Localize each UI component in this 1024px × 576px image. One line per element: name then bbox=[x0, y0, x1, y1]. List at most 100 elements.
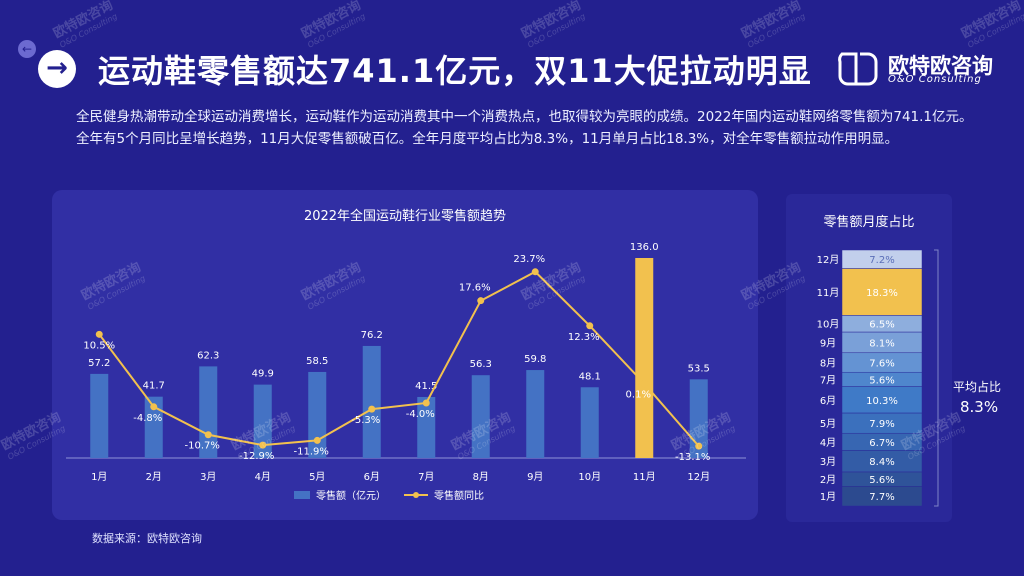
share-month-label: 6月 bbox=[820, 395, 836, 407]
bar-label: 48.1 bbox=[579, 371, 601, 382]
bar-4月 bbox=[253, 384, 272, 458]
bar-label: 58.5 bbox=[306, 356, 328, 367]
bar-11月 bbox=[635, 258, 654, 458]
x-tick-label: 7月 bbox=[418, 471, 434, 483]
legend-bar-swatch bbox=[294, 491, 310, 499]
bar-label: 76.2 bbox=[361, 330, 383, 341]
average-share-value: 8.3% bbox=[960, 398, 999, 416]
share-segment-label: 7.2% bbox=[869, 255, 894, 266]
yoy-label: -5.3% bbox=[351, 415, 380, 426]
share-segment-label: 8.4% bbox=[869, 457, 894, 468]
summary-text: 全民健身热潮带动全球运动消费增长，运动鞋作为运动消费其中一个消费热点，也取得较为… bbox=[76, 109, 973, 147]
yoy-point bbox=[422, 399, 430, 407]
yoy-point bbox=[640, 380, 648, 388]
logo-text-en: O&O Consulting bbox=[888, 74, 982, 85]
x-tick-label: 10月 bbox=[578, 471, 601, 483]
yoy-point bbox=[695, 442, 703, 450]
monthly-sales-chart: 2022年全国运动鞋行业零售额趋势 57.2 1月 41.7 2月 62.3 3月 49.9 4… bbox=[66, 208, 746, 502]
share-segment-label: 7.9% bbox=[869, 419, 894, 430]
bar-label: 57.2 bbox=[88, 358, 110, 369]
yoy-label: -11.9% bbox=[294, 446, 329, 457]
bar-8月 bbox=[471, 375, 490, 458]
watermark: 欧特欧咨询 O&O Consulting bbox=[299, 0, 367, 50]
x-tick-label: 3月 bbox=[200, 471, 216, 483]
yoy-label: 10.5% bbox=[83, 340, 115, 351]
share-month-label: 2月 bbox=[820, 474, 836, 486]
x-tick-label: 4月 bbox=[255, 471, 271, 483]
yoy-label: -4.8% bbox=[133, 413, 162, 424]
x-tick-label: 12月 bbox=[687, 471, 710, 483]
logo-icon bbox=[838, 52, 878, 86]
chart-title: 2022年全国运动鞋行业零售额趋势 bbox=[304, 208, 506, 224]
yoy-point bbox=[259, 441, 267, 449]
bar-label: 49.9 bbox=[252, 369, 274, 380]
bar-label: 59.8 bbox=[524, 354, 546, 365]
watermark: 欧特欧咨询 O&O Consulting bbox=[519, 0, 587, 50]
share-segment-11月 bbox=[841, 268, 923, 316]
yoy-point bbox=[531, 268, 539, 276]
share-segment-label: 6.7% bbox=[869, 438, 894, 449]
share-segment-label: 7.7% bbox=[869, 492, 894, 503]
share-segment-label: 18.3% bbox=[866, 288, 898, 299]
x-tick-label: 8月 bbox=[473, 471, 489, 483]
share-month-label: 12月 bbox=[817, 254, 840, 266]
page-title: 运动鞋零售额达741.1亿元，双11大促拉动明显 bbox=[98, 52, 812, 90]
monthly-share-chart: 零售额月度占比 7.7% 1月 5.6% 2月 8.4% 3月 6.7% 4月 7.9% 5月 10.… bbox=[817, 214, 939, 507]
bar-label: 53.5 bbox=[688, 363, 710, 374]
yoy-point bbox=[368, 405, 376, 413]
yoy-point bbox=[204, 431, 212, 439]
x-tick-label: 6月 bbox=[364, 471, 380, 483]
bar-label: 41.7 bbox=[143, 381, 165, 392]
share-bracket bbox=[934, 249, 939, 507]
yoy-label: 23.7% bbox=[513, 254, 545, 265]
yoy-point bbox=[586, 322, 594, 330]
share-segment-label: 6.5% bbox=[869, 320, 894, 331]
bar-2月 bbox=[144, 396, 163, 458]
watermark: 欧特欧咨询 O&O Consulting bbox=[739, 0, 807, 50]
logo-text-cn: 欧特欧咨询 bbox=[888, 54, 993, 78]
share-chart-title: 零售额月度占比 bbox=[823, 214, 914, 230]
x-tick-label: 2月 bbox=[146, 471, 162, 483]
bar-6月 bbox=[362, 345, 381, 458]
x-tick-label: 11月 bbox=[633, 471, 656, 483]
share-month-label: 10月 bbox=[817, 319, 840, 331]
watermark: 欧特欧咨询 O&O Consulting bbox=[51, 0, 119, 50]
share-month-label: 11月 bbox=[817, 287, 840, 299]
bar-1月 bbox=[90, 373, 109, 458]
bar-label: 136.0 bbox=[630, 242, 659, 253]
yoy-point bbox=[477, 297, 485, 305]
share-month-label: 9月 bbox=[820, 337, 836, 349]
yoy-label: -13.1% bbox=[675, 452, 710, 463]
data-source: 数据来源：欧特欧咨询 bbox=[92, 532, 202, 545]
legend-line-marker bbox=[413, 492, 419, 498]
yoy-label: 0.1% bbox=[626, 390, 651, 401]
yoy-point bbox=[95, 330, 103, 338]
yoy-point bbox=[150, 403, 158, 411]
yoy-label: -10.7% bbox=[185, 441, 220, 452]
bar-10月 bbox=[580, 387, 599, 458]
legend-bar-label: 零售额（亿元） bbox=[316, 489, 386, 502]
yoy-line bbox=[98, 270, 700, 447]
bar-label: 62.3 bbox=[197, 350, 219, 361]
share-segment-label: 10.3% bbox=[866, 396, 898, 407]
yoy-label: 12.3% bbox=[568, 332, 600, 343]
bar-9月 bbox=[526, 370, 545, 458]
x-tick-label: 9月 bbox=[527, 471, 543, 483]
yoy-label: 17.6% bbox=[459, 283, 491, 294]
yoy-label: -12.9% bbox=[239, 451, 274, 462]
share-segment-6月 bbox=[841, 386, 923, 414]
watermark: 欧特欧咨询 O&O Consulting bbox=[959, 0, 1024, 50]
share-segment-12月 bbox=[841, 249, 923, 269]
share-month-label: 1月 bbox=[820, 491, 836, 503]
legend-line-label: 零售额同比 bbox=[434, 489, 484, 502]
bar-12月 bbox=[689, 379, 708, 458]
x-tick-label: 1月 bbox=[91, 471, 107, 483]
share-month-label: 8月 bbox=[820, 357, 836, 369]
share-segment-label: 8.1% bbox=[869, 338, 894, 349]
bar-7月 bbox=[417, 396, 436, 458]
share-segment-label: 5.6% bbox=[869, 475, 894, 486]
share-segment-label: 7.6% bbox=[869, 358, 894, 369]
share-segment-label: 5.6% bbox=[869, 375, 894, 386]
bar-label: 41.5 bbox=[415, 381, 437, 392]
back-button[interactable]: ← bbox=[18, 40, 36, 58]
